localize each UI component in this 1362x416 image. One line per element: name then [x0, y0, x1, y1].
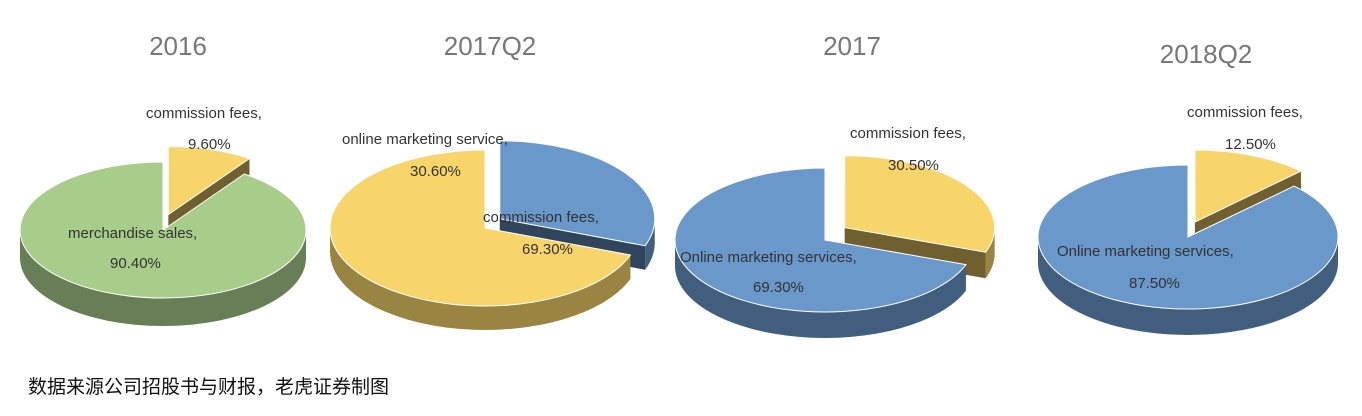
slice-category-label: commission fees, [850, 125, 966, 142]
slice-value-label: 12.50% [1225, 136, 1276, 153]
source-note: 数据来源公司招股书与财报，老虎证券制图 [28, 376, 390, 398]
slice-category-label: merchandise sales, [68, 225, 197, 242]
chart-title: 2017 [823, 31, 881, 61]
pie-chart: 2017 Online marketing services, 69.30% comm… [674, 31, 996, 338]
slice-category-label: online marketing service, [342, 131, 508, 148]
slice-value-label: 87.50% [1129, 275, 1180, 292]
slice-value-label: 69.30% [522, 241, 573, 258]
slice-value-label: 30.60% [410, 163, 461, 180]
slice-category-label: commission fees, [483, 209, 599, 226]
slice-category-label: commission fees, [1187, 104, 1303, 121]
chart-title: 2017Q2 [444, 31, 537, 61]
slice-category-label: commission fees, [146, 105, 262, 122]
pie-charts-panel: 2016 merchandise sales, 90.40% commission f… [19, 31, 1339, 338]
pie-chart: 2018Q2 Online marketing services, 87.50% co… [1037, 39, 1339, 335]
slice-value-label: 9.60% [188, 136, 231, 153]
chart-title: 2018Q2 [1160, 39, 1253, 69]
pie-chart: 2017Q2 commission fees, 69.30% online marke… [329, 31, 656, 330]
slice-value-label: 69.30% [753, 279, 804, 296]
pie-slice [329, 149, 632, 330]
pie-slice [674, 167, 967, 338]
pie-slice [1037, 164, 1339, 335]
slice-category-label: Online marketing services, [680, 249, 857, 266]
pie-slice [19, 161, 307, 326]
slice-value-label: 90.40% [110, 255, 161, 272]
slice-value-label: 30.50% [888, 157, 939, 174]
pie-chart: 2016 merchandise sales, 90.40% commission f… [19, 31, 307, 326]
slice-category-label: Online marketing services, [1057, 243, 1234, 260]
chart-title: 2016 [149, 31, 207, 61]
